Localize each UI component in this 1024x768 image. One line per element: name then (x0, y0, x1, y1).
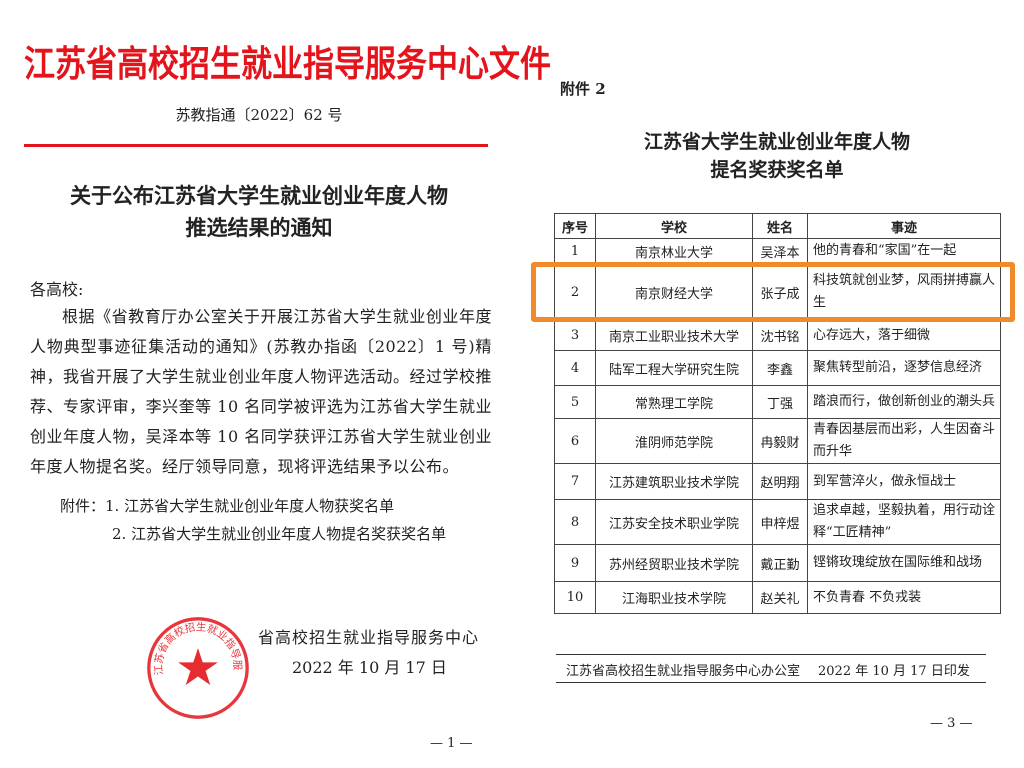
cell-name: 吴泽本 (752, 238, 808, 264)
table-title-line2: 提名奖获奖名单 (710, 159, 844, 181)
table-row: 8 江苏安全技术职业学院 申梓煜 追求卓越，坚毅执着，用行动诠释“工匠精神” (554, 499, 1001, 545)
table-row: 6 淮阴师范学院 冉毅财 青春因基层而出彩，人生因奋斗而升华 (554, 418, 1001, 464)
notice-title: 关于公布江苏省大学生就业创业年度人物 推选结果的通知 (24, 180, 494, 244)
cell-deed: 他的青春和“家国”在一起 (807, 238, 1001, 264)
cell-school: 陆军工程大学研究生院 (595, 350, 753, 386)
cell-name: 赵关礼 (752, 581, 808, 614)
document-header-title: 江苏省高校招生就业指导服务中心文件 (24, 43, 551, 86)
cell-no: 5 (554, 385, 596, 419)
cell-no: 6 (554, 418, 596, 464)
cell-name: 冉毅财 (752, 418, 808, 464)
header-deed: 事迹 (807, 213, 1001, 239)
nominee-table: 序号 学校 姓名 事迹 1 南京林业大学 吴泽本 他的青春和“家国”在一起 2 南京财经大… (554, 213, 1001, 614)
cell-name: 申梓煜 (752, 499, 808, 545)
cell-name: 丁强 (752, 385, 808, 419)
cell-name: 沈书铭 (752, 320, 808, 351)
cell-deed: 不负青春 不负戎装 (807, 581, 1001, 614)
table-row: 4 陆军工程大学研究生院 李鑫 聚焦转型前沿，逐梦信息经济 (554, 350, 1001, 386)
table-row: 5 常熟理工学院 丁强 踏浪而行，做创新创业的潮头兵 (554, 385, 1001, 419)
attachment-1: 附件：1. 江苏省大学生就业创业年度人物获奖名单 (60, 497, 395, 515)
cell-no: 7 (554, 463, 596, 500)
cell-deed: 科技筑就创业梦，风雨拼搏赢人生 (807, 263, 1001, 321)
cell-name: 李鑫 (752, 350, 808, 386)
cell-school: 常熟理工学院 (595, 385, 753, 419)
table-row: 3 南京工业职业技术大学 沈书铭 心存远大，落于细微 (554, 320, 1001, 351)
table-row: 2 南京财经大学 张子成 科技筑就创业梦，风雨拼搏赢人生 (554, 263, 1001, 321)
table-row: 1 南京林业大学 吴泽本 他的青春和“家国”在一起 (554, 238, 1001, 264)
notice-body: 根据《省教育厅办公室关于开展江苏省大学生就业创业年度人物典型事迹征集活动的通知》… (30, 307, 493, 476)
cell-no: 3 (554, 320, 596, 351)
annex-label: 附件 2 (560, 80, 606, 98)
table-row: 9 苏州经贸职业技术学院 戴正勤 铿锵玫瑰绽放在国际维和战场 (554, 544, 1001, 582)
cell-school: 南京工业职业技术大学 (595, 320, 753, 351)
cell-school: 江海职业技术学院 (595, 581, 753, 614)
cell-no: 10 (554, 581, 596, 614)
cell-deed: 铿锵玫瑰绽放在国际维和战场 (807, 544, 1001, 582)
cell-no: 4 (554, 350, 596, 386)
cell-deed: 追求卓越，坚毅执着，用行动诠释“工匠精神” (807, 499, 1001, 545)
table-title: 江苏省大学生就业创业年度人物 提名奖获奖名单 (554, 128, 1000, 184)
page-number-right: — 3 — (930, 716, 973, 731)
footer-office: 江苏省高校招生就业指导服务中心办公室 (566, 664, 801, 679)
cell-name: 戴正勤 (752, 544, 808, 582)
header-school: 学校 (595, 213, 753, 239)
attachment-2: 2. 江苏省大学生就业创业年度人物提名奖获奖名单 (112, 525, 447, 543)
cell-deed: 聚焦转型前沿，逐梦信息经济 (807, 350, 1001, 386)
cell-no: 1 (554, 238, 596, 264)
issuer: 省高校招生就业指导服务中心 (258, 628, 480, 647)
salutation: 各高校: (30, 280, 84, 299)
cell-school: 淮阴师范学院 (595, 418, 753, 464)
footer-rule-top (556, 654, 986, 655)
cell-no: 8 (554, 499, 596, 545)
red-divider (24, 144, 488, 147)
table-row: 7 江苏建筑职业技术学院 赵明翔 到军营淬火，做永恒战士 (554, 463, 1001, 500)
cell-deed: 心存远大，落于细微 (807, 320, 1001, 351)
header-name: 姓名 (752, 213, 808, 239)
cell-school: 江苏建筑职业技术学院 (595, 463, 753, 500)
table-title-line1: 江苏省大学生就业创业年度人物 (643, 131, 910, 153)
cell-school: 江苏安全技术职业学院 (595, 499, 753, 545)
cell-school: 南京林业大学 (595, 238, 753, 264)
cell-deed: 到军营淬火，做永恒战士 (807, 463, 1001, 500)
official-seal-icon: 江苏省高校招生就业指导服务中心 (146, 616, 249, 719)
cell-school: 苏州经贸职业技术学院 (595, 544, 753, 582)
header-no: 序号 (554, 213, 596, 239)
notice-content: 根据《省教育厅办公室关于开展江苏省大学生就业创业年度人物典型事迹征集活动的通知》… (30, 302, 492, 548)
table-row: 10 江海职业技术学院 赵关礼 不负青春 不负戎装 (554, 581, 1001, 614)
cell-name: 赵明翔 (752, 463, 808, 500)
notice-title-line2: 推选结果的通知 (185, 215, 333, 240)
cell-school: 南京财经大学 (595, 263, 753, 321)
highlight-box (531, 262, 1015, 322)
table-header-row: 序号 学校 姓名 事迹 (554, 213, 1001, 239)
notice-title-line1: 关于公布江苏省大学生就业创业年度人物 (70, 183, 448, 208)
cell-no: 9 (554, 544, 596, 582)
footer-rule-bottom (556, 682, 986, 683)
issue-date: 2022 年 10 月 17 日 (292, 658, 447, 677)
page-number-left: — 1 — (430, 736, 473, 751)
footer-date: 2022 年 10 月 17 日印发 (818, 664, 970, 679)
document-number: 苏教指通〔2022〕62 号 (175, 106, 343, 124)
cell-deed: 踏浪而行，做创新创业的潮头兵 (807, 385, 1001, 419)
cell-deed: 青春因基层而出彩，人生因奋斗而升华 (807, 418, 1001, 464)
